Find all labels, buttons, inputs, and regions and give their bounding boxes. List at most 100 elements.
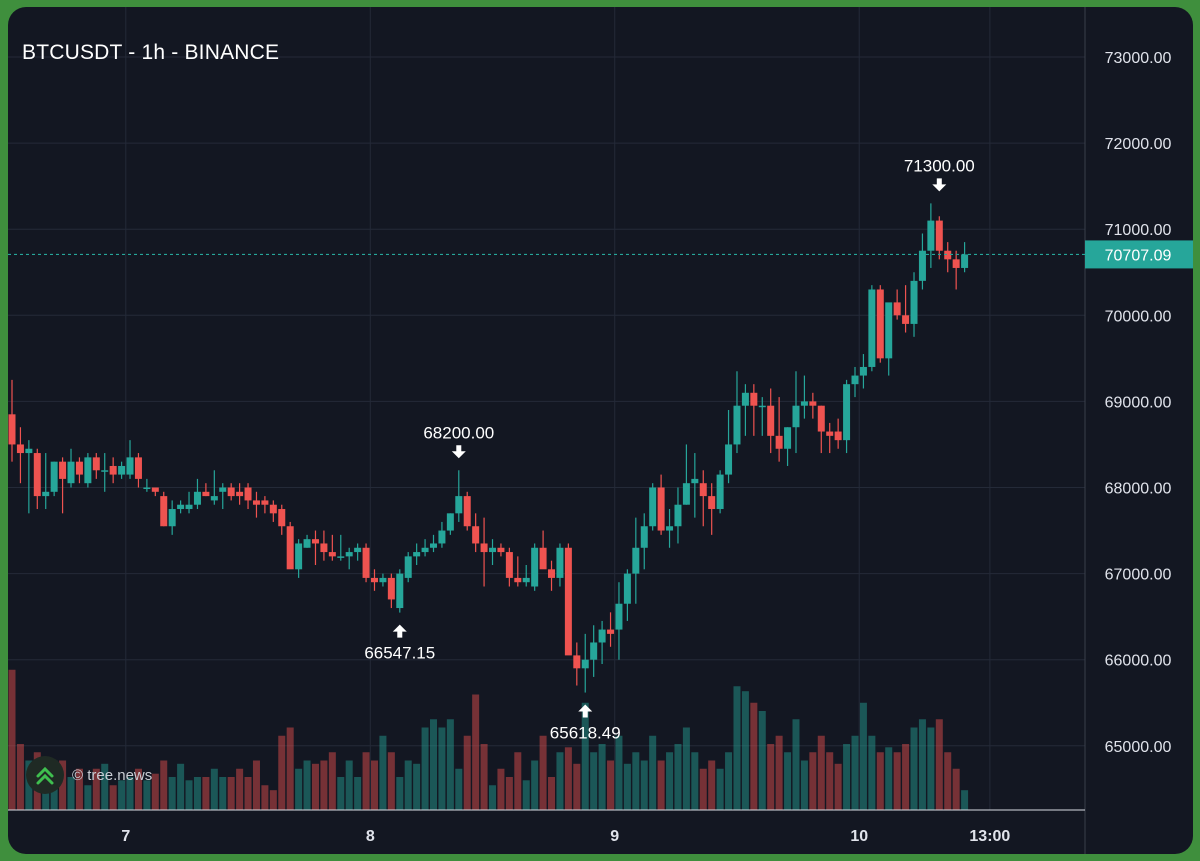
- current-price-label: 70707.09: [1105, 247, 1172, 264]
- candle: [682, 483, 690, 505]
- volume-bar: [859, 702, 867, 810]
- candle: [404, 556, 412, 578]
- candle: [607, 629, 615, 634]
- volume-bar: [109, 785, 117, 810]
- volume-bar: [640, 760, 648, 810]
- volume-bar: [800, 760, 808, 810]
- candle: [615, 603, 623, 630]
- volume-bar: [598, 744, 606, 810]
- price-tick-label: 70000.00: [1105, 308, 1172, 325]
- volume-bar: [868, 735, 876, 810]
- volume-bar: [767, 744, 775, 810]
- candle: [944, 250, 952, 260]
- volume-bar: [16, 744, 24, 810]
- candle: [927, 220, 935, 251]
- candle: [42, 491, 50, 497]
- volume-bar: [489, 785, 497, 810]
- volume-bar: [522, 780, 530, 810]
- volume-bar: [505, 777, 513, 810]
- candle: [345, 552, 353, 557]
- volume-bar: [927, 727, 935, 810]
- candle: [379, 577, 387, 583]
- volume-bar: [202, 777, 210, 810]
- candle: [303, 539, 311, 548]
- candle: [843, 384, 851, 441]
- volume-bar: [632, 752, 640, 810]
- volume-bar: [902, 744, 910, 810]
- arrow-down-icon: [932, 178, 947, 192]
- volume-bar: [716, 768, 724, 810]
- price-tick-label: 65000.00: [1105, 739, 1172, 756]
- candle: [918, 250, 926, 281]
- volume-bar: [758, 711, 766, 810]
- candle: [758, 405, 766, 408]
- grid-lines: [8, 7, 1085, 810]
- candle: [455, 496, 463, 514]
- candle: [134, 457, 142, 479]
- candle: [143, 487, 151, 489]
- price-tick-label: 67000.00: [1105, 567, 1172, 584]
- volume-bar: [252, 760, 260, 810]
- volume-bar: [556, 752, 564, 810]
- candle: [286, 526, 294, 570]
- candle: [261, 500, 269, 505]
- volume-bar: [210, 768, 218, 810]
- price-tick-label: 69000.00: [1105, 394, 1172, 411]
- candle: [632, 547, 640, 574]
- volume-bar: [851, 735, 859, 810]
- candle: [573, 655, 581, 669]
- price-tick-label: 71000.00: [1105, 222, 1172, 239]
- candle: [160, 496, 168, 527]
- volume-bar: [404, 760, 412, 810]
- candle: [817, 405, 825, 432]
- volume-bar: [236, 768, 244, 810]
- watermark: © tree.news: [26, 755, 152, 795]
- candle: [548, 569, 556, 578]
- candlestick-chart[interactable]: 73000.00 72000.00 71000.00 70000.00 69000.00…: [8, 7, 1193, 854]
- volume-bar: [185, 780, 193, 810]
- arrow-up-icon: [392, 624, 407, 638]
- volume-bar: [151, 773, 159, 810]
- candle: [396, 573, 404, 609]
- volume-bar: [379, 735, 387, 810]
- candle: [640, 526, 648, 548]
- candle: [438, 530, 446, 544]
- candle: [539, 547, 547, 570]
- candle: [177, 504, 185, 510]
- volume-bar: [750, 702, 758, 810]
- volume-bar: [84, 785, 92, 810]
- volume-bar: [708, 760, 716, 810]
- candle: [657, 487, 665, 531]
- candle: [269, 504, 277, 514]
- volume-bar: [514, 752, 522, 810]
- candle: [885, 302, 893, 359]
- volume-bar: [311, 763, 319, 810]
- volume-bar: [548, 777, 556, 810]
- volume-bar: [691, 752, 699, 810]
- volume-bar: [792, 719, 800, 810]
- candle: [792, 405, 800, 428]
- candle: [59, 461, 67, 479]
- candle: [725, 444, 733, 475]
- volume-bar: [649, 735, 657, 810]
- time-tick-label: 9: [610, 828, 619, 845]
- candle: [236, 491, 244, 497]
- candle: [649, 487, 657, 527]
- volume-bar: [775, 735, 783, 810]
- candle: [876, 289, 884, 359]
- candle: [354, 547, 362, 553]
- volume-bar: [134, 768, 142, 810]
- candle: [193, 491, 201, 505]
- volume-bar: [699, 768, 707, 810]
- volume-bar: [809, 752, 817, 810]
- candle: [50, 461, 58, 492]
- candle: [337, 556, 345, 558]
- volume-bar: [497, 768, 505, 810]
- volume-bar: [952, 768, 960, 810]
- volume-bar: [126, 777, 134, 810]
- volume-bar: [725, 752, 733, 810]
- volume-bar: [92, 768, 100, 810]
- candle: [362, 547, 370, 578]
- candle: [413, 552, 421, 557]
- volume-bar: [733, 686, 741, 810]
